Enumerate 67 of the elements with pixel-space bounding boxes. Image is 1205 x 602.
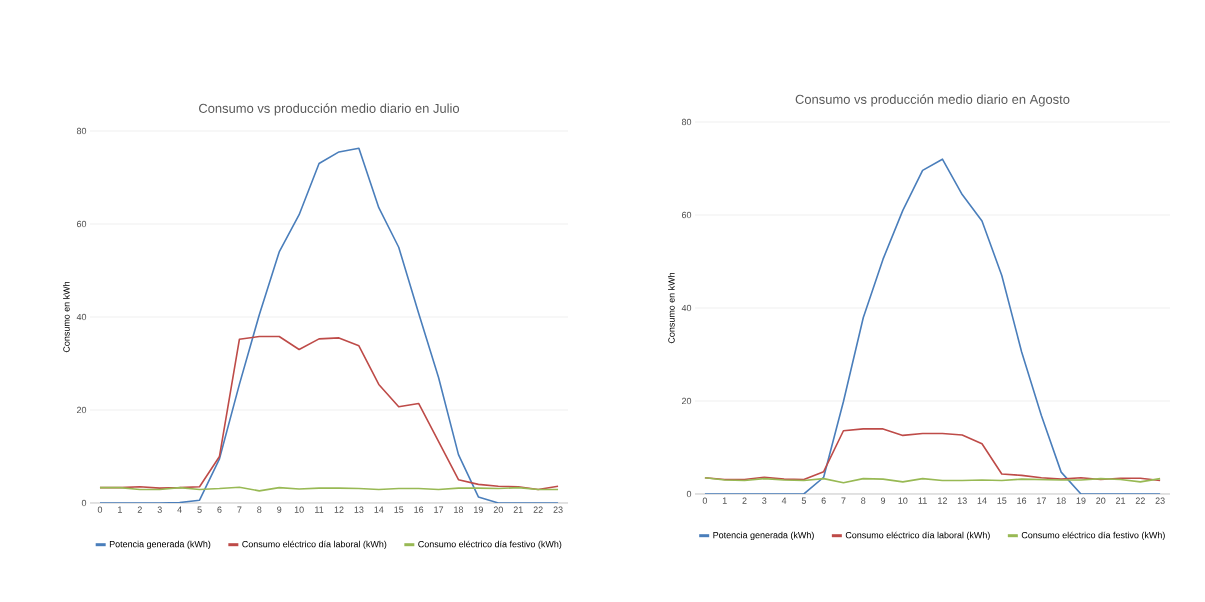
y-tick-label: 40	[76, 313, 87, 321]
x-tick-label: 2	[137, 506, 142, 513]
x-tick-label: 15	[997, 497, 1007, 504]
x-tick-label: 15	[394, 506, 404, 513]
x-tick-label: 11	[918, 497, 927, 504]
legend-label: Consumo eléctrico día festivo (kWh)	[1021, 531, 1165, 541]
legend-label: Potencia generada (kWh)	[713, 531, 814, 541]
x-tick-label: 19	[1076, 497, 1086, 504]
x-tick-label: 16	[1017, 497, 1027, 504]
x-tick-label: 14	[374, 506, 384, 513]
x-tick-label: 18	[454, 506, 464, 513]
x-tick-label: 20	[493, 506, 503, 513]
x-tick-label: 23	[553, 506, 563, 513]
x-tick-label: 1	[722, 497, 727, 504]
x-tick-label: 4	[781, 497, 787, 504]
y-tick-label: 40	[681, 304, 692, 312]
x-tick-label: 21	[513, 506, 523, 513]
x-tick-label: 20	[1096, 497, 1106, 504]
y-tick-label: 80	[76, 127, 87, 135]
x-tick-label: 10	[294, 506, 304, 513]
x-tick-label: 23	[1155, 497, 1165, 504]
y-tick-label: 80	[681, 118, 692, 126]
x-tick-label: 18	[1056, 497, 1066, 504]
x-tick-label: 3	[157, 506, 162, 513]
x-tick-label: 3	[762, 497, 767, 504]
x-tick-label: 19	[474, 506, 483, 513]
chart-title: Consumo vs producción medio diario en Julio	[199, 103, 460, 116]
x-tick-label: 2	[742, 497, 747, 504]
y-axis-title: Consumo en kWh	[668, 272, 675, 344]
y-tick-label: 20	[681, 397, 692, 405]
x-tick-label: 13	[354, 506, 364, 513]
x-tick-label: 9	[277, 506, 282, 513]
x-tick-label: 0	[702, 497, 708, 504]
x-tick-label: 21	[1116, 497, 1126, 504]
x-tick-label: 8	[861, 497, 866, 504]
legend-label: Potencia generada (kWh)	[109, 540, 211, 550]
x-tick-label: 1	[118, 506, 122, 513]
x-tick-label: 5	[801, 497, 806, 504]
x-tick-label: 22	[533, 506, 543, 513]
x-tick-label: 4	[177, 506, 182, 513]
x-tick-label: 22	[1135, 497, 1145, 504]
x-tick-label: 6	[217, 506, 222, 513]
y-tick-label: 0	[686, 490, 692, 498]
x-tick-label: 17	[434, 506, 444, 513]
x-tick-label: 10	[898, 497, 908, 504]
x-tick-label: 7	[841, 497, 846, 504]
legend-label: Consumo eléctrico día laboral (kWh)	[242, 540, 387, 550]
x-tick-label: 14	[977, 497, 987, 504]
y-axis-title: Consumo en kWh	[63, 281, 70, 353]
x-tick-label: 11	[315, 506, 324, 513]
x-tick-label: 12	[334, 506, 344, 513]
x-tick-label: 7	[237, 506, 242, 513]
x-tick-label: 13	[957, 497, 967, 504]
x-tick-label: 16	[414, 506, 424, 513]
legend-label: Consumo eléctrico día festivo (kWh)	[418, 540, 562, 550]
legend-label: Consumo eléctrico día laboral (kWh)	[845, 531, 990, 541]
x-tick-label: 12	[938, 497, 947, 504]
chart-title: Consumo vs producción medio diario en Agosto	[795, 94, 1070, 107]
x-tick-label: 8	[257, 506, 262, 513]
x-tick-label: 17	[1037, 497, 1046, 504]
y-tick-label: 60	[681, 211, 692, 219]
x-tick-label: 6	[821, 497, 826, 504]
x-tick-label: 0	[97, 506, 103, 513]
y-tick-label: 20	[76, 406, 87, 414]
x-tick-label: 5	[197, 506, 202, 513]
y-tick-label: 60	[76, 220, 87, 228]
x-tick-label: 9	[880, 497, 886, 504]
